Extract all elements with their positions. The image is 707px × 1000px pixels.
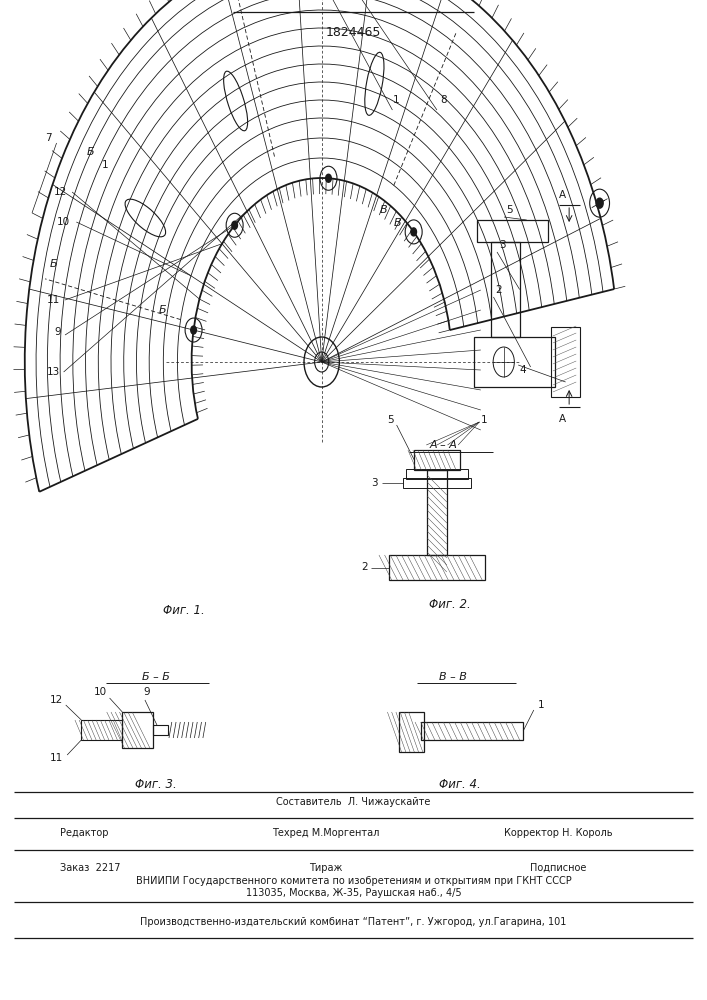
Bar	[403, 478, 471, 488]
Text: 3: 3	[371, 478, 378, 488]
Text: 8: 8	[440, 95, 448, 105]
Text: 13: 13	[47, 367, 59, 377]
Text: Б: Б	[87, 147, 94, 157]
Text: 3: 3	[498, 240, 506, 250]
Text: 9: 9	[143, 687, 150, 697]
Text: 1824465: 1824465	[326, 26, 381, 39]
Circle shape	[191, 326, 197, 334]
Bar	[491, 242, 520, 337]
Bar	[421, 722, 523, 740]
Bar	[474, 337, 555, 387]
Text: A: A	[559, 414, 566, 424]
Bar	[122, 712, 153, 748]
Text: 5: 5	[506, 205, 513, 215]
Text: Техред М.Моргентал: Техред М.Моргентал	[271, 828, 379, 838]
Text: Заказ  2217: Заказ 2217	[60, 863, 121, 873]
Text: 5: 5	[387, 415, 395, 425]
Text: Корректор Н. Король: Корректор Н. Король	[504, 828, 613, 838]
Text: 11: 11	[47, 295, 59, 305]
Text: 1: 1	[537, 700, 544, 710]
Text: 12: 12	[54, 187, 66, 197]
Text: 12: 12	[50, 695, 63, 705]
Text: Редактор: Редактор	[60, 828, 109, 838]
Text: 2: 2	[495, 285, 502, 295]
Text: 11: 11	[50, 753, 63, 763]
Circle shape	[411, 228, 416, 236]
Text: Тираж: Тираж	[308, 863, 342, 873]
Bar	[551, 327, 580, 397]
Text: A: A	[559, 190, 566, 200]
Text: Φиг. 2.: Φиг. 2.	[428, 598, 471, 611]
Text: Составитель  Л. Чижаускайте: Составитель Л. Чижаускайте	[276, 797, 431, 807]
Text: В: В	[380, 205, 387, 215]
Circle shape	[596, 198, 603, 208]
Text: В – В: В – В	[438, 672, 467, 682]
Text: 10: 10	[57, 217, 70, 227]
Text: Φиг. 4.: Φиг. 4.	[438, 778, 481, 792]
Text: А – А: А – А	[430, 440, 458, 450]
Text: Подписное: Подписное	[530, 863, 587, 873]
Text: 10: 10	[94, 687, 107, 697]
Text: 4: 4	[520, 365, 527, 375]
Text: 2: 2	[361, 562, 368, 572]
Text: 113035, Москва, Ж-35, Раушская наб., 4/5: 113035, Москва, Ж-35, Раушская наб., 4/5	[246, 888, 461, 898]
Bar	[414, 450, 460, 470]
Bar	[477, 220, 548, 242]
Text: 9: 9	[54, 327, 62, 337]
Bar	[153, 725, 168, 735]
Text: Φиг. 3.: Φиг. 3.	[134, 778, 177, 792]
Bar	[399, 712, 424, 752]
Text: Б – Б: Б – Б	[141, 672, 170, 682]
Bar	[389, 555, 485, 580]
Text: Производственно-издательский комбинат “Патент”, г. Ужгород, ул.Гагарина, 101: Производственно-издательский комбинат “П…	[140, 917, 567, 927]
Bar	[406, 469, 468, 479]
Text: 1: 1	[392, 95, 399, 105]
Bar	[81, 720, 122, 740]
Text: ВНИИПИ Государственного комитета по изобретениям и открытиям при ГКНТ СССР: ВНИИПИ Государственного комитета по изоб…	[136, 876, 571, 886]
Text: 7: 7	[45, 133, 52, 143]
Text: 1: 1	[481, 415, 488, 425]
Text: В: В	[394, 218, 401, 228]
Text: Б: Б	[159, 305, 167, 315]
Circle shape	[232, 221, 238, 229]
Bar	[427, 470, 447, 555]
Text: Φиг. 1.: Φиг. 1.	[163, 603, 205, 616]
Text: 1: 1	[101, 160, 108, 170]
Circle shape	[326, 174, 332, 182]
Text: Б: Б	[49, 259, 57, 269]
